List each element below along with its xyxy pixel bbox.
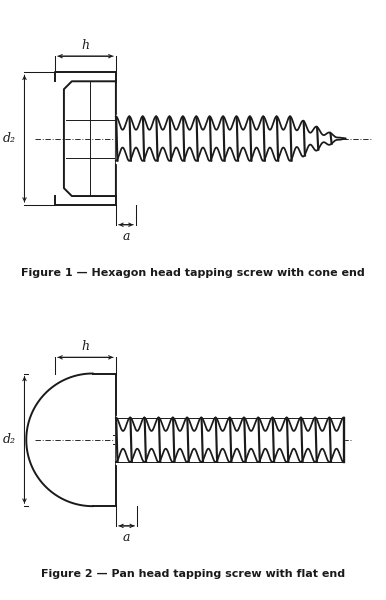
- Text: Figure 2 — Pan head tapping screw with flat end: Figure 2 — Pan head tapping screw with f…: [41, 569, 345, 579]
- Text: h: h: [81, 340, 90, 353]
- Text: d₂: d₂: [3, 433, 15, 446]
- Text: a: a: [122, 230, 130, 243]
- Text: d₂: d₂: [3, 132, 15, 145]
- Text: a: a: [123, 531, 130, 544]
- Text: Figure 1 — Hexagon head tapping screw with cone end: Figure 1 — Hexagon head tapping screw wi…: [21, 268, 365, 278]
- Text: h: h: [81, 39, 90, 52]
